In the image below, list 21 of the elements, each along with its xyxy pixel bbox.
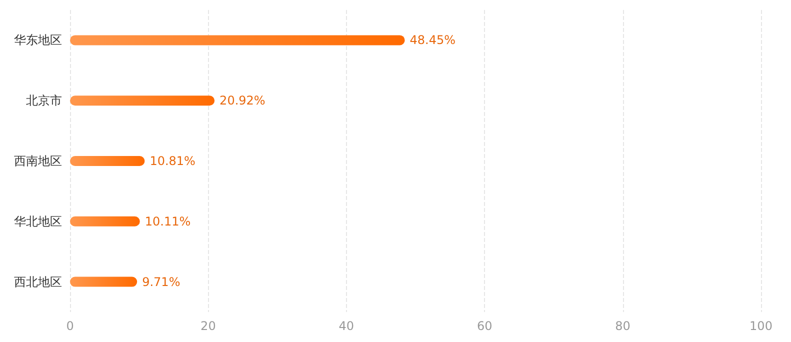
x-tick-label: 80 — [615, 319, 630, 333]
bar — [70, 276, 138, 287]
data-label: 20.92% — [220, 94, 266, 108]
data-label: 48.45% — [410, 33, 456, 48]
y-tick-label: 北京市 — [26, 94, 62, 108]
bar — [70, 96, 215, 106]
bar — [70, 35, 405, 46]
bar — [70, 156, 145, 166]
data-label: 10.11% — [144, 214, 191, 228]
x-tick-label: 60 — [476, 319, 492, 333]
y-tick-label: 华北地区 — [14, 214, 62, 228]
x-tick-label: 100 — [750, 319, 772, 333]
bar — [70, 216, 140, 226]
y-tick-label: 西北地区 — [14, 274, 62, 289]
x-tick-label: 20 — [200, 319, 216, 333]
data-label: 10.81% — [150, 154, 196, 168]
y-tick-label: 西南地区 — [14, 154, 62, 168]
y-tick-label: 华东地区 — [14, 33, 62, 48]
x-tick-label: 40 — [338, 319, 354, 333]
x-tick-label: 0 — [66, 319, 74, 333]
data-label: 9.71% — [142, 274, 180, 289]
